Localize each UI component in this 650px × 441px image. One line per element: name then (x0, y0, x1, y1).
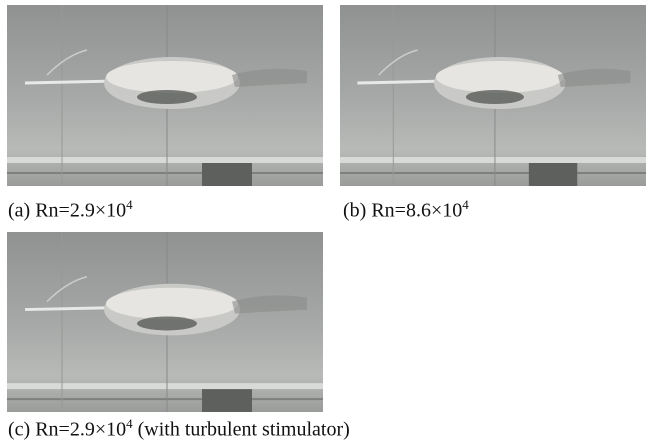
caption-exponent: 4 (126, 197, 133, 212)
photo-detail (466, 90, 524, 104)
photo-detail (106, 61, 238, 93)
caption: (b) Rn=8.6×104 (343, 197, 469, 223)
photo-detail (106, 288, 238, 320)
caption-exponent: 4 (462, 197, 469, 212)
caption-text: (b) Rn=8.6×10 (343, 200, 462, 222)
photo-detail (436, 61, 564, 93)
caption-suffix: (with turbulent stimulator) (133, 419, 350, 441)
caption-text: (a) Rn=2.9×10 (8, 200, 126, 222)
photo-detail (137, 90, 197, 104)
photo-detail (137, 317, 197, 331)
photo-detail (25, 308, 117, 310)
photo-detail (202, 163, 252, 186)
photo-detail (202, 389, 252, 412)
photo-detail (529, 163, 577, 186)
caption: (c) Rn=2.9×104 (with turbulent stimulato… (8, 416, 350, 441)
photo-c (7, 232, 323, 412)
photo-b (340, 5, 646, 186)
caption-text: (c) Rn=2.9×10 (8, 419, 126, 441)
photo-detail (357, 81, 446, 83)
figure: (a) Rn=2.9×104 (b) Rn=8.6×104 (c) Rn=2.9… (0, 0, 650, 441)
photo-a (7, 5, 323, 186)
photo-detail (25, 81, 117, 83)
caption: (a) Rn=2.9×104 (8, 197, 133, 223)
